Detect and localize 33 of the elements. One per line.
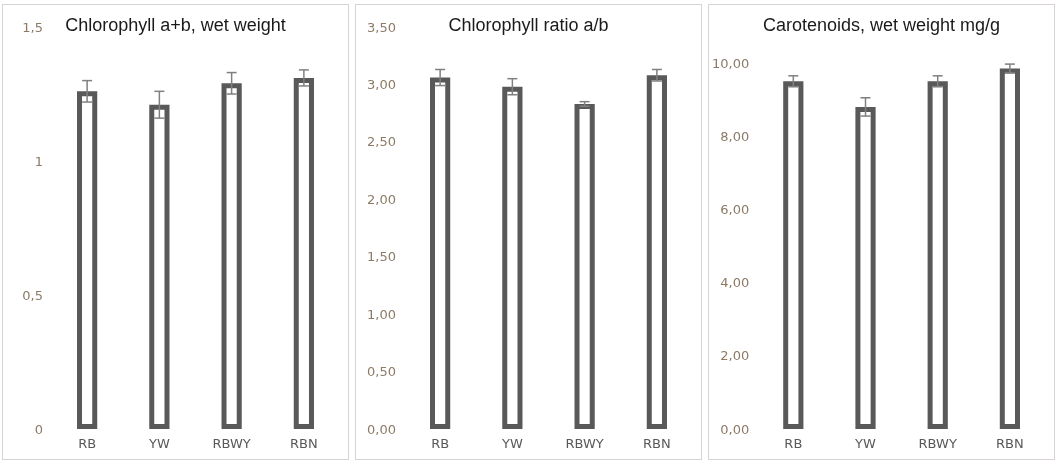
x-tick-label: RBWY bbox=[918, 436, 957, 451]
x-tick-label: RB bbox=[78, 436, 97, 451]
y-tick-label: 1,50 bbox=[367, 249, 396, 265]
y-tick-label: 1,00 bbox=[367, 306, 396, 322]
x-tick-label: RBN bbox=[290, 436, 318, 451]
x-tick-label: YW bbox=[854, 436, 877, 451]
y-tick-label: 10,00 bbox=[712, 55, 750, 71]
y-tick-label: 4,00 bbox=[720, 275, 750, 291]
x-tick-label: RBWY bbox=[565, 436, 604, 451]
y-tick-label: 0,00 bbox=[367, 421, 396, 437]
y-tick-label: 0,50 bbox=[367, 364, 396, 380]
y-tick-label: 2,00 bbox=[367, 191, 396, 207]
x-tick-label: RBN bbox=[643, 436, 671, 451]
chart-title: Chlorophyll ratio a/b bbox=[448, 15, 609, 35]
y-tick-label: 2,00 bbox=[720, 348, 750, 364]
y-tick-label: 6,00 bbox=[720, 201, 750, 217]
x-tick-label: RB bbox=[431, 436, 450, 451]
y-tick-label: 0 bbox=[34, 421, 43, 437]
y-tick-label: 1,5 bbox=[22, 19, 43, 35]
x-tick-label: RBN bbox=[996, 436, 1024, 451]
y-tick-label: 1 bbox=[34, 153, 43, 169]
x-tick-label: RBWY bbox=[212, 436, 251, 451]
y-tick-label: 3,50 bbox=[367, 19, 396, 35]
x-tick-label: RB bbox=[784, 436, 803, 451]
y-tick-label: 0,00 bbox=[720, 421, 750, 437]
y-tick-label: 2,50 bbox=[367, 134, 396, 150]
x-tick-label: YW bbox=[500, 436, 523, 451]
y-tick-label: 0,5 bbox=[22, 287, 43, 303]
y-tick-label: 3,00 bbox=[367, 76, 396, 92]
x-tick-label: YW bbox=[147, 436, 170, 451]
y-tick-label: 8,00 bbox=[720, 128, 750, 144]
chart-title: Carotenoids, wet weight mg/g bbox=[762, 15, 1001, 35]
chart-title: Chlorophyll a+b, wet weight bbox=[65, 15, 286, 35]
